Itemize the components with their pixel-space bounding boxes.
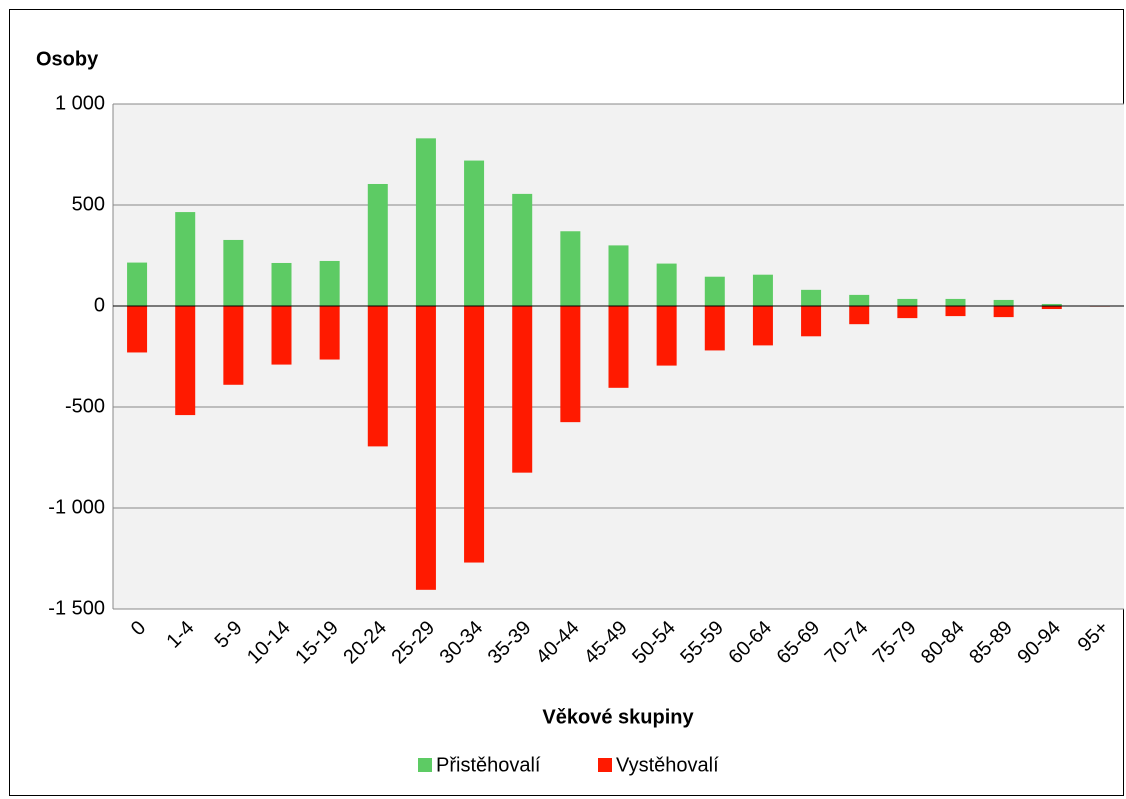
bar (656, 263, 677, 306)
bar (897, 298, 918, 306)
bar (752, 274, 773, 306)
bar (704, 306, 725, 351)
bar (175, 212, 196, 306)
bar (560, 231, 581, 306)
bar (223, 306, 244, 385)
bar (127, 262, 148, 306)
bar (319, 260, 340, 306)
bar (271, 262, 292, 306)
bar (464, 160, 485, 306)
bar (464, 306, 485, 563)
bar (752, 306, 773, 346)
bar (175, 306, 196, 416)
bar (608, 245, 629, 306)
y-tick-label: -1 500 (48, 597, 105, 619)
bar (945, 306, 966, 317)
y-tick-label: 1 000 (55, 92, 105, 114)
bar (1041, 306, 1062, 310)
bar (415, 138, 436, 306)
bar (415, 306, 436, 590)
y-tick-label: -500 (65, 395, 105, 417)
y-axis-title: Osoby (36, 48, 99, 70)
y-tick-label: -1 000 (48, 496, 105, 518)
y-tick-label: 0 (94, 294, 105, 316)
bar (801, 306, 822, 337)
bar (319, 306, 340, 360)
legend-label: Přistěhovalí (436, 754, 541, 776)
bar (801, 289, 822, 306)
bar (271, 306, 292, 365)
legend-swatch (598, 758, 612, 772)
bar (656, 306, 677, 366)
bar (849, 306, 870, 325)
bar (367, 306, 388, 447)
bar (127, 306, 148, 353)
bar (849, 294, 870, 306)
bar (223, 239, 244, 306)
bar (1041, 303, 1062, 306)
bar (512, 306, 533, 473)
bar (993, 299, 1014, 306)
bar (512, 193, 533, 306)
x-axis-title: Věkové skupiny (542, 706, 694, 728)
bar (367, 183, 388, 306)
bar (993, 306, 1014, 318)
bar (704, 276, 725, 306)
bar (608, 306, 629, 388)
legend-swatch (418, 758, 432, 772)
legend-label: Vystěhovalí (616, 754, 719, 776)
bar (560, 306, 581, 423)
bar (897, 306, 918, 319)
bar (945, 298, 966, 306)
y-tick-label: 500 (72, 193, 105, 215)
